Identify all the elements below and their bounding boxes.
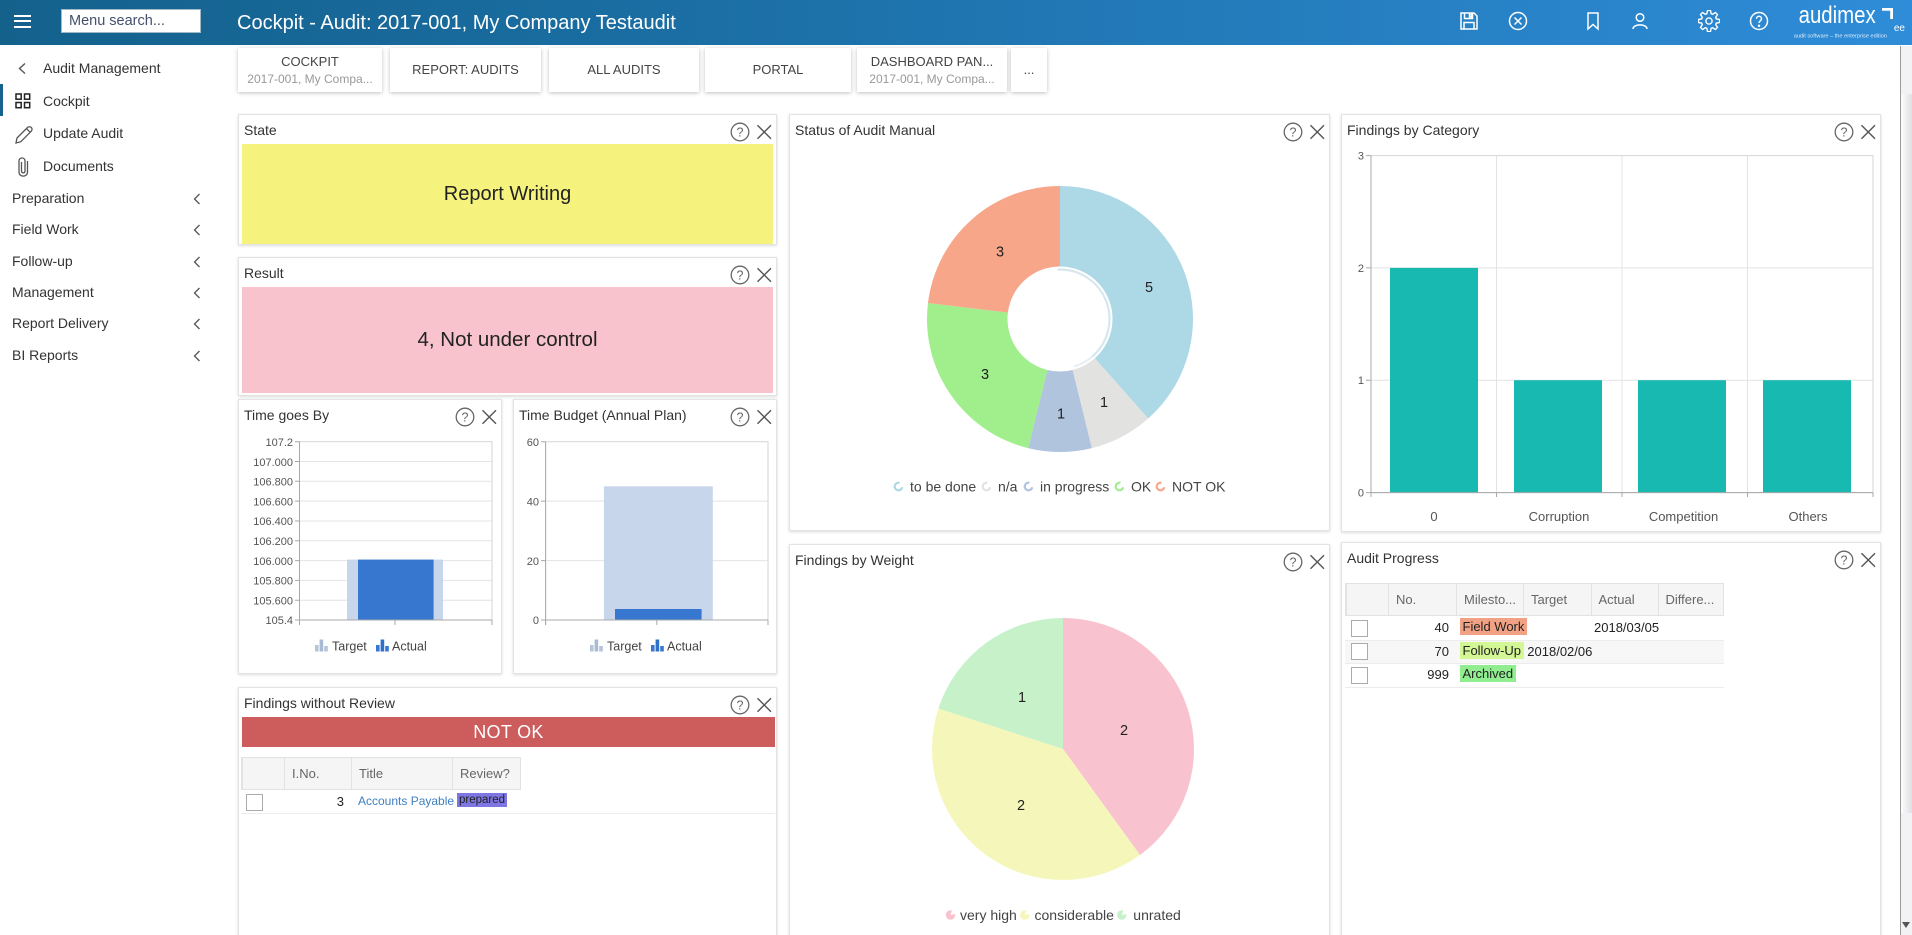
svg-text:107.000: 107.000 [253, 457, 293, 469]
svg-text:?: ? [1290, 555, 1297, 569]
svg-text:40: 40 [527, 496, 539, 508]
svg-text:3: 3 [1358, 151, 1364, 163]
svg-text:105.800: 105.800 [253, 576, 293, 588]
svg-text:audit software – the enterpris: audit software – the enterprise edition [1794, 34, 1887, 40]
svg-text:Others: Others [1788, 509, 1828, 524]
svg-text:106.600: 106.600 [253, 496, 293, 508]
svg-text:?: ? [737, 698, 744, 712]
svg-text:Competition: Competition [1649, 509, 1718, 524]
svg-text:Actual: Actual [667, 640, 702, 654]
svg-text:107.2: 107.2 [265, 437, 293, 449]
svg-text:NOT OK: NOT OK [1172, 479, 1226, 495]
svg-text:106.400: 106.400 [253, 516, 293, 528]
svg-text:1: 1 [1018, 690, 1026, 706]
svg-text:Actual: Actual [392, 640, 427, 654]
svg-text:1: 1 [1358, 375, 1364, 387]
svg-text:?: ? [462, 410, 469, 424]
svg-text:considerable: considerable [1035, 907, 1115, 923]
svg-text:3: 3 [996, 245, 1004, 261]
svg-text:Corruption: Corruption [1529, 509, 1590, 524]
svg-text:very high: very high [960, 907, 1017, 923]
svg-text:?: ? [737, 125, 744, 139]
svg-text:2: 2 [1358, 263, 1364, 275]
svg-text:Target: Target [332, 640, 367, 654]
svg-text:n/a: n/a [998, 479, 1018, 495]
svg-text:0: 0 [533, 615, 539, 627]
svg-text:105.600: 105.600 [253, 595, 293, 607]
svg-text:20: 20 [527, 556, 539, 568]
svg-text:3: 3 [981, 367, 989, 383]
svg-text:105.4: 105.4 [265, 615, 293, 627]
svg-text:106.200: 106.200 [253, 536, 293, 548]
svg-text:?: ? [1841, 125, 1848, 139]
svg-text:to be done: to be done [910, 479, 976, 495]
svg-text:in progress: in progress [1040, 479, 1109, 495]
svg-text:?: ? [737, 410, 744, 424]
svg-text:2: 2 [1017, 798, 1025, 814]
svg-text:Target: Target [607, 640, 642, 654]
svg-text:0: 0 [1358, 488, 1364, 500]
svg-text:106.000: 106.000 [253, 556, 293, 568]
svg-text:106.800: 106.800 [253, 477, 293, 489]
svg-text:0: 0 [1430, 509, 1437, 524]
svg-text:OK: OK [1131, 479, 1152, 495]
svg-text:5: 5 [1145, 280, 1153, 296]
svg-text:?: ? [1290, 125, 1297, 139]
svg-text:1: 1 [1100, 395, 1108, 411]
svg-text:2: 2 [1120, 723, 1128, 739]
svg-text:?: ? [737, 268, 744, 282]
svg-text:?: ? [1841, 553, 1848, 567]
svg-text:60: 60 [527, 437, 539, 449]
svg-text:1: 1 [1057, 407, 1065, 423]
svg-text:unrated: unrated [1133, 907, 1180, 923]
